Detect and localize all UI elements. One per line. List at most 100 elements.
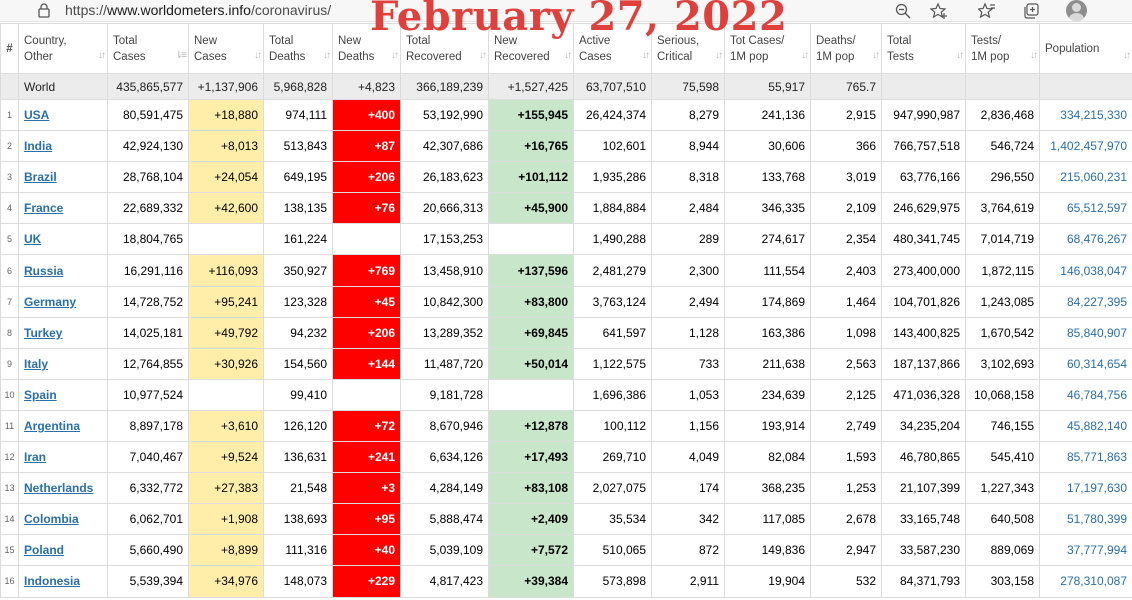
- country-link[interactable]: Poland: [24, 543, 65, 558]
- column-header-6[interactable]: Total Recovered ↓↑: [400, 23, 489, 74]
- table-row: 4 France 22,689,332 +42,600 138,135 +76 20,666…: [0, 192, 1132, 225]
- sort-icon[interactable]: ↓↑: [642, 50, 650, 61]
- sort-icon[interactable]: ↓↑: [254, 50, 262, 61]
- table-body: World 435,865,577 +1,137,906 5,968,828 +4,82…: [0, 73, 1132, 598]
- table-row: 14 Colombia 6,062,701 +1,908 138,693 +95 5,888…: [0, 503, 1132, 536]
- cell-col-12: 84,371,793: [881, 565, 966, 598]
- cell-col-7: +1,527,425: [488, 73, 574, 100]
- cell-col-11: 1,253: [810, 472, 882, 505]
- country-link[interactable]: France: [24, 201, 64, 216]
- cell-col-2: 435,865,577: [107, 73, 189, 100]
- cell-col-11: 2,354: [810, 223, 882, 256]
- cell-col-0: 12: [0, 441, 19, 474]
- column-header-line2: Cases: [113, 50, 146, 63]
- cell-col-2: 28,768,104: [107, 161, 189, 194]
- country-cell: Indonesia: [18, 565, 108, 598]
- country-link[interactable]: Netherlands: [24, 481, 94, 496]
- country-link[interactable]: UK: [24, 232, 42, 247]
- country-link[interactable]: Russia: [24, 263, 64, 278]
- country-link[interactable]: Germany: [24, 294, 77, 309]
- cell-col-9: 2,300: [651, 254, 725, 287]
- cell-col-10: 30,606: [724, 130, 811, 163]
- cell-col-3: +34,976: [188, 565, 264, 598]
- column-header-9[interactable]: Serious, Critical ↓↑: [651, 23, 725, 74]
- add-favorite-icon[interactable]: [930, 2, 948, 20]
- column-header-14[interactable]: Population ↓↑: [1039, 23, 1132, 74]
- cell-col-11: 2,947: [810, 534, 882, 567]
- country-link[interactable]: Indonesia: [24, 574, 81, 589]
- cell-col-11: 1,464: [810, 285, 882, 318]
- cell-col-6: 9,181,728: [400, 378, 489, 411]
- lock-icon[interactable]: [37, 3, 51, 18]
- sort-icon[interactable]: ↓↑: [715, 50, 723, 61]
- sort-icon[interactable]: ↓↑: [1030, 50, 1038, 61]
- column-header-12[interactable]: Total Tests ↓↑: [881, 23, 966, 74]
- url-field[interactable]: https://www.worldometers.info/coronaviru…: [65, 2, 331, 18]
- cell-col-5: +87: [332, 130, 401, 163]
- sort-icon[interactable]: ⇂≡: [174, 50, 187, 61]
- cell-col-4: 148,073: [263, 565, 333, 598]
- cell-col-10: 193,914: [724, 409, 811, 443]
- cell-col-9: 8,944: [651, 130, 725, 163]
- cell-col-7: +155,945: [488, 98, 574, 132]
- sort-icon[interactable]: ↓↑: [323, 50, 331, 61]
- cell-col-8: 641,597: [573, 316, 652, 349]
- column-header-5[interactable]: New Deaths ↓↑: [332, 23, 401, 74]
- cell-col-8: 2,481,279: [573, 254, 652, 287]
- country-link[interactable]: USA: [24, 108, 50, 123]
- sort-icon[interactable]: ↓↑: [1123, 50, 1131, 61]
- country-link[interactable]: Brazil: [24, 170, 57, 185]
- cell-col-11: 2,749: [810, 409, 882, 443]
- cell-col-7: [488, 378, 574, 411]
- column-header-2[interactable]: Total Cases ⇂≡: [107, 23, 189, 74]
- cell-col-14: 51,780,399: [1039, 503, 1132, 536]
- sort-icon[interactable]: ↓↑: [956, 50, 964, 61]
- cell-col-11: 2,125: [810, 378, 882, 411]
- column-header-4[interactable]: Total Deaths ↓↑: [263, 23, 333, 74]
- country-link[interactable]: Spain: [24, 387, 57, 402]
- cell-col-2: 8,897,178: [107, 409, 189, 443]
- sort-icon[interactable]: ↓↑: [479, 50, 487, 61]
- cell-col-11: 2,403: [810, 254, 882, 287]
- cell-col-12: 246,629,975: [881, 192, 966, 225]
- country-link[interactable]: Italy: [24, 356, 49, 371]
- sort-icon[interactable]: ↓↑: [872, 50, 880, 61]
- country-link[interactable]: Turkey: [24, 325, 63, 340]
- favorites-icon[interactable]: [978, 2, 996, 20]
- cell-col-3: [188, 378, 264, 411]
- column-header-10[interactable]: Tot Cases/1M pop ↓↑: [724, 23, 811, 74]
- column-header-13[interactable]: Tests/1M pop ↓↑: [965, 23, 1040, 74]
- sort-icon[interactable]: ↓↑: [391, 50, 399, 61]
- column-header-3[interactable]: New Cases ↓↑: [188, 23, 264, 74]
- country-link[interactable]: Argentina: [24, 418, 81, 433]
- column-header-1[interactable]: Country, Other ↓↑: [18, 23, 108, 74]
- country-link[interactable]: India: [24, 139, 53, 154]
- cell-col-6: 13,289,352: [400, 316, 489, 349]
- cell-col-7: +12,878: [488, 409, 574, 443]
- sort-icon[interactable]: ↓↑: [801, 50, 809, 61]
- sort-icon[interactable]: ↓↑: [564, 50, 572, 61]
- sort-icon[interactable]: ↓↑: [98, 50, 106, 61]
- column-header-0[interactable]: #: [0, 23, 19, 74]
- cell-col-12: 143,400,825: [881, 316, 966, 349]
- cell-col-13: 889,069: [965, 534, 1040, 567]
- country-link[interactable]: Colombia: [24, 512, 79, 527]
- zoom-out-icon[interactable]: [894, 2, 912, 20]
- column-header-11[interactable]: Deaths/1M pop ↓↑: [810, 23, 882, 74]
- country-link[interactable]: Iran: [24, 450, 47, 465]
- cell-col-13: 303,158: [965, 565, 1040, 598]
- cell-col-10: 133,768: [724, 161, 811, 194]
- country-cell: Brazil: [18, 161, 108, 194]
- column-header-line1: Tests/: [971, 34, 1002, 47]
- profile-avatar[interactable]: [1066, 0, 1087, 21]
- collections-icon[interactable]: [1022, 2, 1040, 20]
- column-header-7[interactable]: New Recovered ↓↑: [488, 23, 574, 74]
- cell-col-0: 3: [0, 161, 19, 194]
- covid-stats-table: # Country, Other ↓↑ Total Cases ⇂≡ New Cases ↓↑ To…: [0, 23, 1132, 598]
- cell-col-11: 1,098: [810, 316, 882, 349]
- cell-col-2: 42,924,130: [107, 130, 189, 163]
- cell-col-11: 2,563: [810, 347, 882, 380]
- column-header-8[interactable]: Active Cases ↓↑: [573, 23, 652, 74]
- cell-col-14: 334,215,330: [1039, 98, 1132, 132]
- cell-col-11: 765.7: [810, 73, 882, 100]
